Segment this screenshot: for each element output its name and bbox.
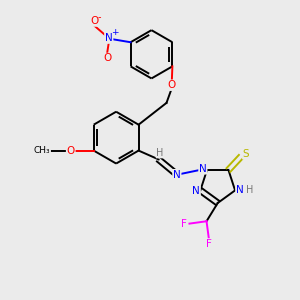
Text: N: N: [236, 185, 244, 195]
Text: S: S: [243, 149, 249, 159]
Text: O: O: [168, 80, 176, 90]
Text: +: +: [111, 28, 118, 37]
Text: O: O: [90, 16, 98, 26]
Text: N: N: [173, 170, 181, 180]
Text: N: N: [105, 33, 112, 43]
Text: -: -: [98, 12, 101, 22]
Text: O: O: [103, 53, 111, 63]
Text: F: F: [181, 219, 187, 229]
Text: H: H: [156, 148, 164, 158]
Text: N: N: [192, 186, 200, 196]
Text: F: F: [206, 239, 212, 249]
Text: N: N: [199, 164, 207, 174]
Text: H: H: [245, 185, 253, 195]
Text: O: O: [67, 146, 75, 156]
Text: CH₃: CH₃: [34, 146, 50, 155]
